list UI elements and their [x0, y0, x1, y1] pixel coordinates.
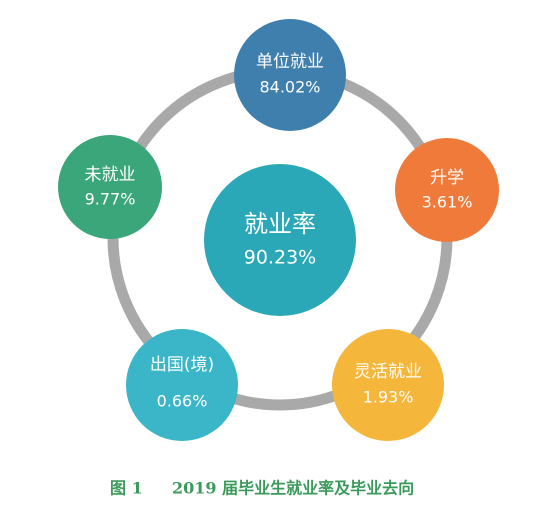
caption-text: 2019 届毕业生就业率及毕业去向 — [172, 479, 414, 498]
center-circle — [204, 164, 356, 316]
node-value: 9.77% — [85, 190, 136, 209]
node-circle — [395, 138, 499, 242]
node-value: 3.61% — [422, 193, 473, 212]
node-label: 升学 — [430, 168, 464, 188]
node-circle — [126, 329, 238, 441]
center-value: 90.23% — [244, 247, 316, 269]
node-value: 1.93% — [363, 388, 414, 407]
node-label: 出国(境) — [150, 355, 214, 375]
node-label: 单位就业 — [256, 52, 324, 72]
node-circle — [332, 329, 444, 441]
node-label: 灵活就业 — [354, 362, 422, 382]
node-label: 未就业 — [85, 165, 136, 185]
center-label: 就业率 — [244, 210, 316, 238]
node-value: 0.66% — [157, 392, 208, 411]
node-circle — [234, 19, 346, 131]
node-circle — [58, 135, 162, 239]
caption-figure: 图 1 — [110, 479, 143, 498]
node-value: 84.02% — [259, 78, 320, 97]
